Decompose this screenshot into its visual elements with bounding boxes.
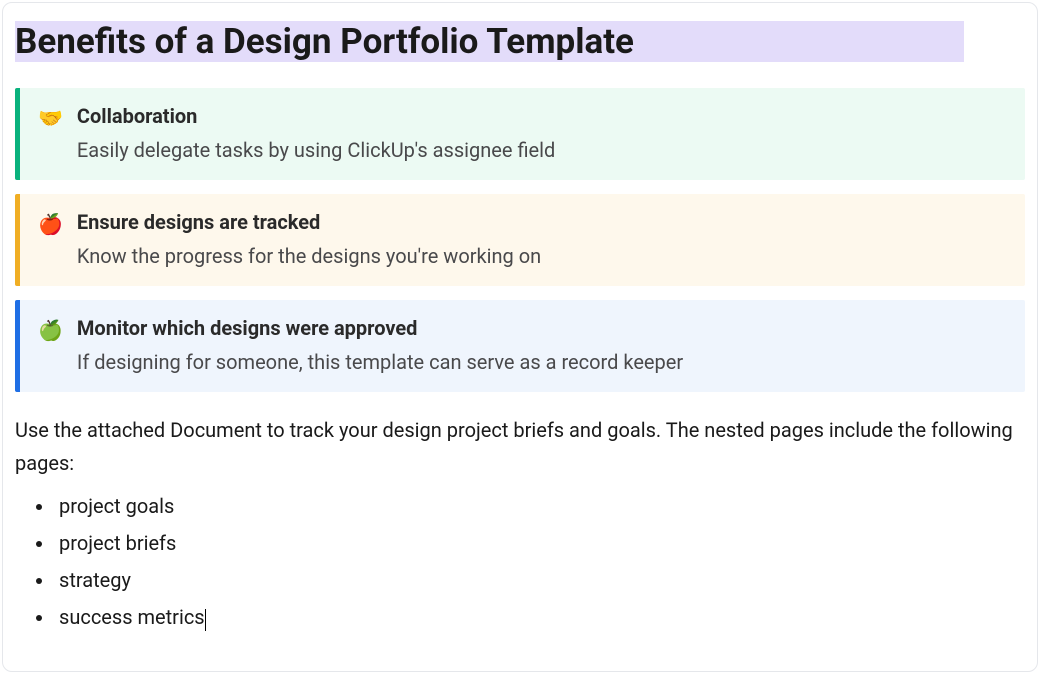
callout-content: Monitor which designs were approved If d…	[77, 316, 683, 374]
list-item: project goals	[55, 488, 1025, 525]
callout-title: Collaboration	[77, 104, 555, 128]
red-apple-icon: 🍎	[38, 210, 63, 268]
green-apple-icon: 🍏	[38, 316, 63, 374]
list-item: strategy	[55, 562, 1025, 599]
callout-approved: 🍏 Monitor which designs were approved If…	[15, 300, 1025, 392]
list-item: project briefs	[55, 525, 1025, 562]
callout-title: Monitor which designs were approved	[77, 316, 683, 340]
callout-body: Easily delegate tasks by using ClickUp's…	[77, 138, 555, 162]
callout-body: If designing for someone, this template …	[77, 350, 683, 374]
callout-body: Know the progress for the designs you're…	[77, 244, 541, 268]
description-paragraph: Use the attached Document to track your …	[15, 414, 1025, 480]
page-title: Benefits of a Design Portfolio Template	[15, 17, 1025, 68]
callout-content: Ensure designs are tracked Know the prog…	[77, 210, 541, 268]
callout-tracked: 🍎 Ensure designs are tracked Know the pr…	[15, 194, 1025, 286]
pages-list: project goals project briefs strategy su…	[15, 488, 1025, 636]
callout-collaboration: 🤝 Collaboration Easily delegate tasks by…	[15, 88, 1025, 180]
document-container: Benefits of a Design Portfolio Template …	[2, 2, 1038, 672]
callout-title: Ensure designs are tracked	[77, 210, 541, 234]
callout-content: Collaboration Easily delegate tasks by u…	[77, 104, 555, 162]
list-item: success metrics	[55, 599, 1025, 636]
handshake-icon: 🤝	[38, 104, 63, 162]
page-title-text: Benefits of a Design Portfolio Template	[15, 21, 964, 62]
callout-list: 🤝 Collaboration Easily delegate tasks by…	[15, 88, 1025, 392]
